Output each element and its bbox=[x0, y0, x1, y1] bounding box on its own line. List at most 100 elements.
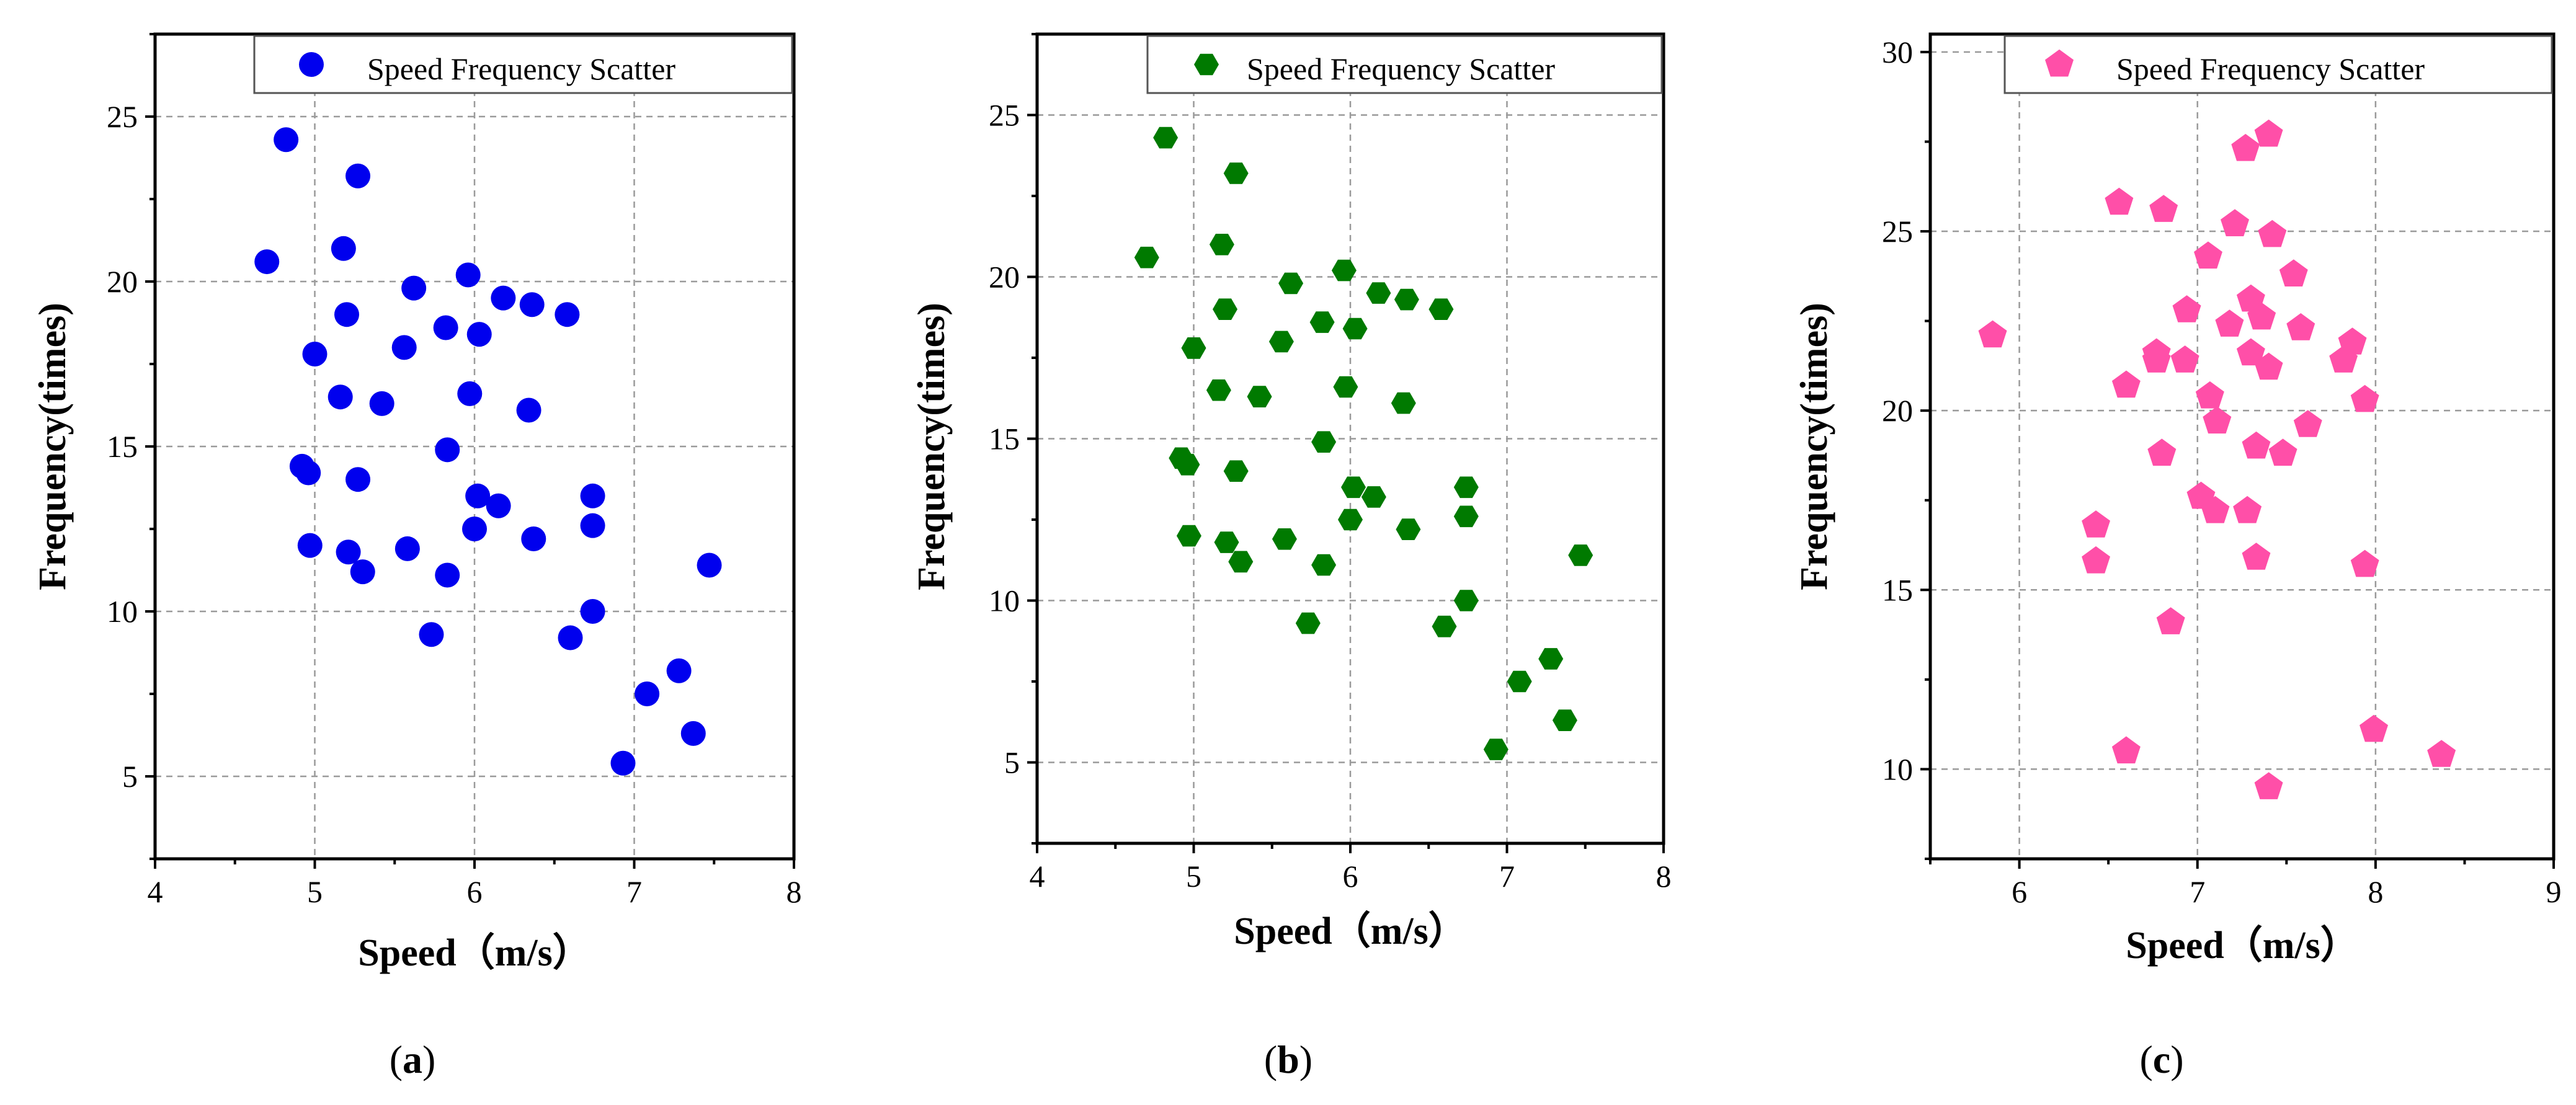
panel-a-data-point bbox=[296, 460, 321, 486]
panel-c-label-letter: c bbox=[2153, 1037, 2170, 1081]
panel-b-data-point bbox=[1483, 739, 1509, 760]
panel-a-y-axis-title: Frequency(times) bbox=[32, 303, 74, 590]
panel-c-data-point bbox=[2149, 195, 2178, 222]
panel-c-y-tick-label: 25 bbox=[1882, 214, 1913, 249]
panel-b-label-letter: b bbox=[1277, 1037, 1299, 1081]
panel-b-data-point bbox=[1228, 551, 1254, 573]
panel-a-data-point bbox=[334, 302, 359, 327]
panel-a-x-tick-label: 8 bbox=[787, 874, 802, 909]
panel-b-points bbox=[1134, 126, 1593, 760]
panel-c-points bbox=[1978, 119, 2456, 799]
panel-c-data-point bbox=[2172, 295, 2201, 322]
panel-c-data-point bbox=[2268, 438, 2297, 466]
panel-c-legend: Speed Frequency Scatter bbox=[2003, 35, 2553, 94]
panel-c-data-point bbox=[2194, 241, 2222, 269]
panel-a-y-tick-label: 15 bbox=[107, 429, 138, 464]
panel-b-data-point bbox=[1209, 234, 1234, 255]
panel-c-data-point bbox=[2360, 714, 2388, 742]
panel-c-data-point bbox=[2203, 406, 2232, 434]
panel-b-label: (b) bbox=[1264, 1037, 1313, 1081]
panel-b-legend-marker bbox=[1194, 53, 1219, 76]
panel-b-data-point bbox=[1453, 505, 1479, 528]
panel-c-label: (c) bbox=[2139, 1037, 2183, 1081]
panel-c-y-tick-label: 30 bbox=[1882, 35, 1913, 69]
panel-a-data-point bbox=[555, 302, 580, 327]
panel-c-data-point bbox=[2254, 119, 2283, 147]
panel-b-data-point bbox=[1552, 709, 1577, 731]
panel-c-data-point bbox=[2350, 384, 2379, 412]
panel-a-data-point bbox=[466, 322, 492, 347]
panel-c-y-tick-label: 10 bbox=[1882, 752, 1913, 786]
panel-c-legend-box bbox=[2003, 35, 2553, 94]
panel-a-data-point bbox=[435, 562, 460, 588]
panel-c-legend-label: Speed Frequency Scatter bbox=[2116, 51, 2425, 86]
panel-c-data-point bbox=[2254, 772, 2283, 799]
panel-a-data-point bbox=[521, 526, 546, 551]
panel-a-data-point bbox=[635, 681, 660, 706]
panel-c-data-point bbox=[2293, 410, 2322, 437]
panel-c-data-point bbox=[2254, 352, 2283, 380]
panel-c-data-point bbox=[2111, 736, 2141, 764]
panel-b-data-point bbox=[1181, 337, 1206, 359]
panel-a-data-point bbox=[328, 384, 353, 410]
panel-b-data-point bbox=[1247, 386, 1272, 407]
panel-a-y-tick-label: 5 bbox=[122, 759, 138, 794]
panel-b-data-point bbox=[1428, 298, 1454, 320]
panel-c-data-point bbox=[2221, 209, 2249, 236]
panel-c-legend-marker bbox=[2045, 49, 2074, 77]
panel-c-data-point bbox=[2279, 259, 2308, 286]
panel-a-data-point bbox=[274, 127, 299, 153]
panel-a-x-tick-label: 6 bbox=[467, 874, 483, 909]
panel-a-data-point bbox=[558, 625, 583, 650]
panel-c-data-point bbox=[2236, 284, 2265, 312]
panel-c-data-point bbox=[2105, 187, 2134, 215]
panel-c-data-point bbox=[2236, 338, 2265, 366]
panel-a-data-point bbox=[491, 285, 516, 311]
panel-c-x-axis-title: Speed（m/s） bbox=[2126, 923, 2358, 967]
panel-c-x-tick-label: 6 bbox=[2012, 874, 2027, 909]
panel-b-data-point bbox=[1223, 460, 1249, 482]
panel-c-data-point bbox=[2147, 438, 2177, 466]
panel-a-data-point bbox=[336, 539, 361, 565]
panel-c-data-point bbox=[2082, 510, 2110, 538]
panel-c-data-point bbox=[1978, 320, 2007, 348]
panel-c-legend-swatch bbox=[2045, 49, 2074, 77]
panel-c-data-point bbox=[2350, 549, 2379, 577]
panel-b-data-point bbox=[1213, 298, 1237, 320]
panel-a-legend: Speed Frequency Scatter bbox=[253, 35, 793, 94]
panel-b-y-axis-title: Frequency(times) bbox=[911, 303, 953, 590]
panel-c-frame bbox=[1928, 32, 2556, 861]
panel-c-data-point bbox=[2215, 309, 2244, 337]
panel-c-ticks: 6 7 8 9 10 15 20 25 30 bbox=[1882, 35, 2562, 909]
panel-a-data-point bbox=[391, 335, 417, 360]
panel-c-data-point bbox=[2156, 607, 2185, 634]
panel-b-y-tick-label: 25 bbox=[989, 98, 1020, 133]
panel-b-data-point bbox=[1453, 590, 1479, 611]
panel-b-x-tick-label: 7 bbox=[1499, 859, 1515, 894]
panel-a-data-point bbox=[254, 249, 280, 275]
panel-b-data-point bbox=[1153, 126, 1179, 149]
panel-b-y-tick-label: 5 bbox=[1004, 745, 1020, 780]
panel-c-y-axis-title: Frequency(times) bbox=[1793, 303, 1835, 590]
panel-b-data-point bbox=[1176, 525, 1201, 547]
panel-c-data-point bbox=[2233, 495, 2262, 523]
panel-b-y-tick-label: 15 bbox=[989, 422, 1020, 456]
panel-c-data-point bbox=[2258, 220, 2287, 247]
panel-a-data-point bbox=[433, 315, 458, 340]
panel-b-data-point bbox=[1538, 648, 1564, 670]
panel-b-data-point bbox=[1311, 431, 1337, 453]
panel-c-data-point bbox=[2142, 345, 2171, 373]
panel-b-data-point bbox=[1175, 453, 1200, 476]
panel-a-data-point bbox=[697, 552, 722, 578]
panel-a-data-point bbox=[519, 292, 545, 317]
panel-a-data-point bbox=[457, 381, 483, 406]
panel-a-data-point bbox=[462, 517, 487, 541]
panel-a-y-tick-label: 20 bbox=[107, 264, 138, 299]
panel-a-data-point bbox=[465, 483, 491, 508]
panel-c-data-point bbox=[2242, 543, 2271, 570]
panel-b-data-point bbox=[1206, 379, 1231, 401]
panel-a-data-point bbox=[610, 750, 636, 776]
panel-c-y-tick-label: 15 bbox=[1882, 572, 1913, 607]
panel-a-legend-label: Speed Frequency Scatter bbox=[367, 51, 675, 86]
